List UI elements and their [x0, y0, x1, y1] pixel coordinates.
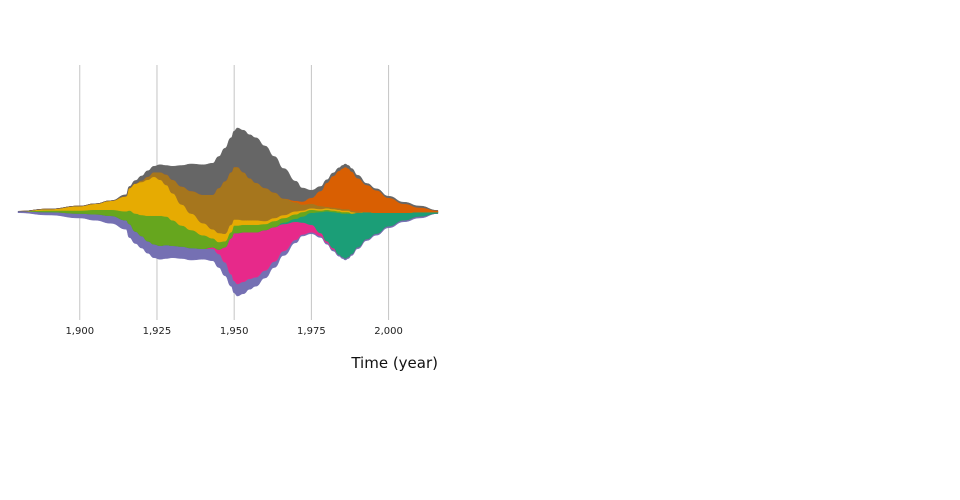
stream-layer [17, 127, 439, 212]
stream-layers [17, 127, 439, 297]
x-tick-label: 2,000 [374, 326, 403, 337]
x-tick-label: 1,925 [143, 326, 172, 337]
x-tick-label: 1,950 [220, 326, 249, 337]
x-tick-label: 1,900 [65, 326, 94, 337]
x-axis-ticks: 1,900 1,925 1,950 1,975 2,000 [65, 326, 402, 337]
x-tick-label: 1,975 [297, 326, 326, 337]
x-axis-title: Time (year) [350, 354, 438, 372]
